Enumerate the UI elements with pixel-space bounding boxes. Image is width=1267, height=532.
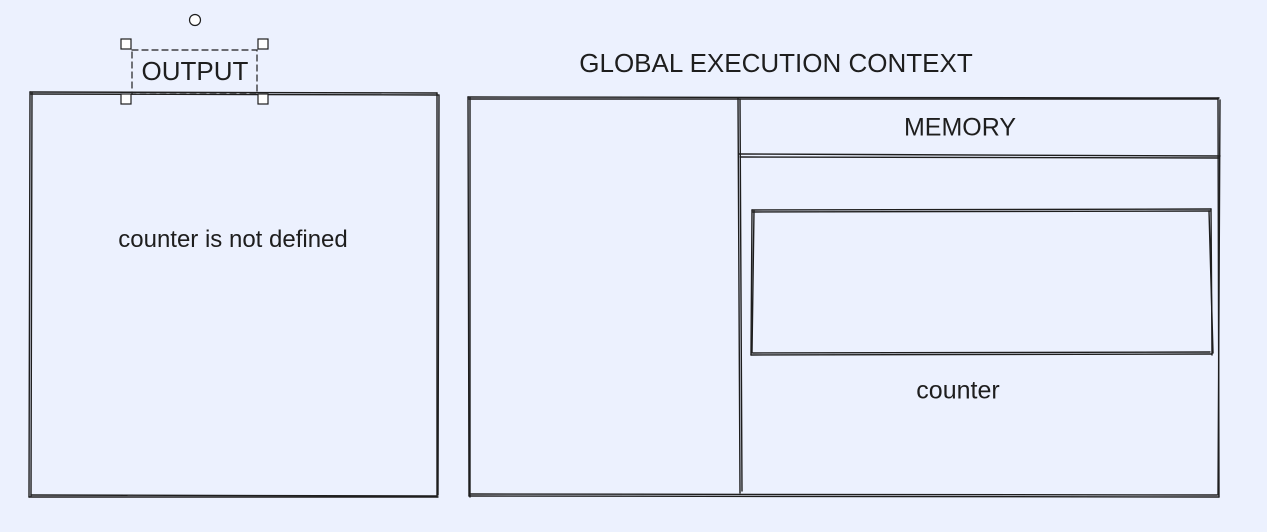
rotate-handle-icon[interactable] — [188, 13, 202, 27]
global-execution-context-title: GLOBAL EXECUTION CONTEXT — [579, 48, 973, 78]
output-box[interactable] — [28, 91, 440, 498]
memory-title: MEMORY — [903, 113, 1017, 142]
resize-handle-bottom-left-icon[interactable] — [120, 93, 132, 105]
resize-handle-top-right-icon[interactable] — [257, 38, 269, 50]
output-message: counter is not defined — [118, 226, 348, 253]
global-execution-context-box[interactable] — [467, 96, 1221, 498]
memory-header-divider — [738, 153, 1221, 159]
resize-handle-bottom-right-icon[interactable] — [257, 93, 269, 105]
output-label[interactable]: OUTPUT — [141, 56, 249, 86]
variable-slot-box[interactable] — [750, 208, 1214, 356]
memory-variable-name: counter — [916, 376, 1000, 405]
selection-frame[interactable] — [131, 49, 258, 95]
resize-handle-top-left-icon[interactable] — [120, 38, 132, 50]
code-memory-divider — [737, 97, 743, 494]
